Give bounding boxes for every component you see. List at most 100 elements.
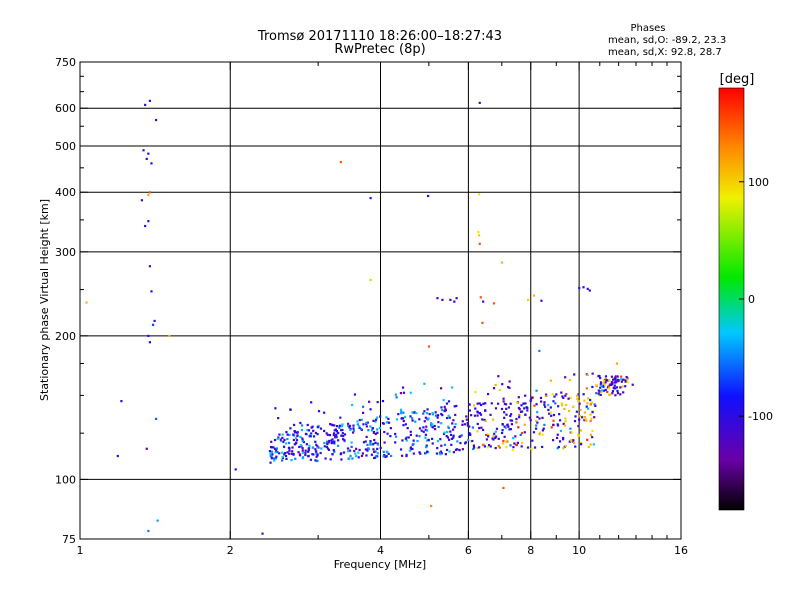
data-point xyxy=(471,426,475,429)
data-point xyxy=(517,406,521,410)
data-point xyxy=(507,406,511,409)
data-point xyxy=(436,446,439,450)
data-point xyxy=(364,448,368,451)
data-point xyxy=(494,435,498,438)
data-point xyxy=(487,433,490,436)
data-point xyxy=(381,399,385,403)
data-point xyxy=(578,402,581,405)
data-point xyxy=(532,294,536,297)
data-point xyxy=(298,445,301,449)
data-point xyxy=(315,443,318,446)
data-point xyxy=(443,443,447,446)
data-point xyxy=(324,457,327,460)
data-point xyxy=(543,423,546,427)
data-point xyxy=(501,383,504,386)
data-point xyxy=(333,450,336,453)
data-point xyxy=(536,411,539,414)
data-point xyxy=(383,453,386,457)
data-point xyxy=(348,457,351,460)
data-point xyxy=(281,436,284,440)
data-point xyxy=(337,431,340,435)
data-point xyxy=(336,444,340,447)
data-point xyxy=(365,425,368,428)
data-point xyxy=(360,454,364,457)
data-point xyxy=(281,455,284,459)
data-point xyxy=(304,432,308,436)
data-point xyxy=(503,416,506,419)
colorbar-tick-label: 100 xyxy=(748,176,769,189)
data-point xyxy=(485,433,488,437)
data-point xyxy=(444,408,447,411)
data-point xyxy=(461,448,464,451)
data-point xyxy=(367,447,371,451)
data-point xyxy=(408,449,412,452)
data-point xyxy=(453,300,456,303)
data-point xyxy=(373,450,376,453)
data-point xyxy=(534,427,538,430)
data-point xyxy=(553,395,556,398)
data-point xyxy=(338,424,342,427)
data-point xyxy=(411,417,414,420)
data-point xyxy=(593,403,596,406)
data-point xyxy=(353,449,356,453)
data-point xyxy=(468,432,471,435)
data-point xyxy=(506,440,509,443)
data-point xyxy=(622,391,625,394)
data-point xyxy=(348,426,351,429)
data-point xyxy=(425,412,429,415)
data-point xyxy=(609,393,612,396)
data-point xyxy=(343,433,347,436)
data-point xyxy=(342,451,346,454)
data-point xyxy=(279,438,282,441)
data-point xyxy=(517,426,520,429)
data-point xyxy=(374,432,377,436)
data-point xyxy=(425,446,428,449)
data-point xyxy=(352,429,356,432)
data-point xyxy=(294,457,297,460)
data-point xyxy=(376,428,379,431)
data-point xyxy=(394,441,397,444)
data-point xyxy=(156,519,159,522)
data-point xyxy=(292,438,295,442)
data-point xyxy=(445,435,448,438)
data-point xyxy=(472,447,475,451)
data-point xyxy=(414,420,417,423)
data-point xyxy=(415,434,418,437)
data-point xyxy=(470,414,473,417)
data-point xyxy=(333,424,336,427)
data-point xyxy=(281,433,284,436)
data-point xyxy=(282,445,286,448)
data-point xyxy=(394,435,398,438)
data-point xyxy=(404,437,407,440)
data-point xyxy=(401,417,404,420)
data-point xyxy=(608,379,611,382)
data-point xyxy=(346,447,350,450)
data-point xyxy=(443,405,446,408)
data-point xyxy=(614,378,617,381)
data-point xyxy=(366,443,369,446)
data-point xyxy=(426,429,429,432)
data-point xyxy=(433,424,436,428)
data-point xyxy=(502,397,505,400)
data-point xyxy=(323,441,326,445)
data-point xyxy=(276,437,279,440)
data-point xyxy=(434,414,438,417)
data-point xyxy=(270,457,273,460)
data-point xyxy=(468,409,472,412)
data-point xyxy=(307,429,311,432)
data-point xyxy=(300,428,304,432)
data-point xyxy=(479,296,482,299)
data-point xyxy=(481,418,484,421)
stats-heading: Phases xyxy=(630,23,665,34)
data-point xyxy=(288,452,291,455)
data-point xyxy=(609,383,612,387)
y-tick-label: 200 xyxy=(55,330,76,343)
data-point xyxy=(500,407,504,411)
data-point xyxy=(341,432,344,435)
data-point xyxy=(536,415,539,419)
data-point xyxy=(584,418,587,421)
data-point xyxy=(481,428,485,432)
data-point xyxy=(374,441,377,444)
data-point xyxy=(521,441,524,445)
data-point xyxy=(286,437,289,441)
